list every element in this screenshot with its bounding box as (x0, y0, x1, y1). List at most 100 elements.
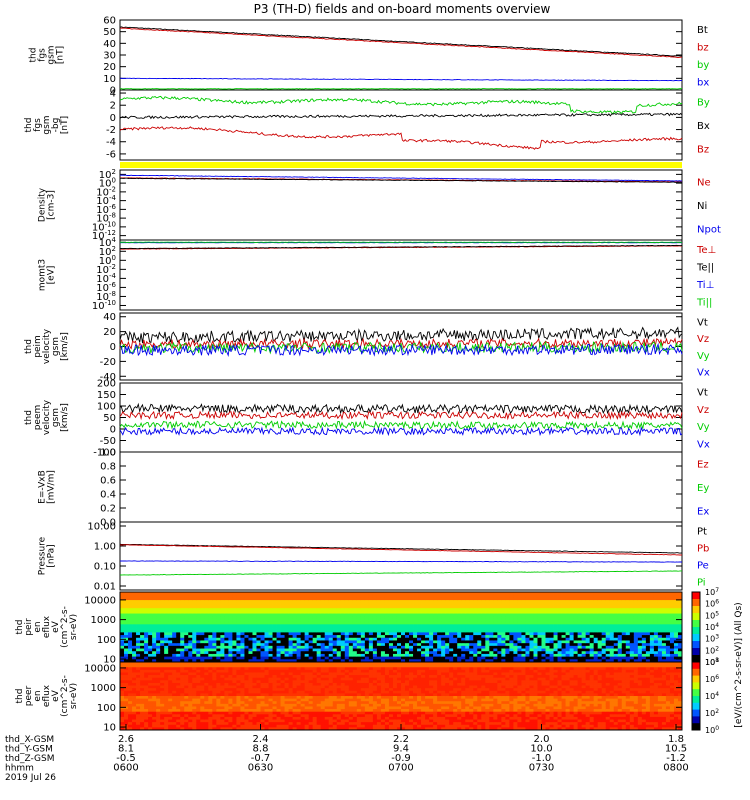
ylabel-line: Pressure (38, 536, 48, 575)
ytick-label: 10 (103, 74, 116, 85)
ylabel-line: gsm (51, 337, 61, 356)
ytick-label: 1.00 (94, 542, 116, 553)
series-line-Pb (120, 544, 683, 556)
xaxis-value: -1.0 (532, 753, 552, 764)
ylabel-line: peim (33, 335, 43, 358)
ytick-label: -50 (100, 436, 116, 447)
legend-label: Vz (697, 334, 709, 345)
ytick-label: 0.6 (100, 476, 116, 487)
xaxis-value: -0.7 (251, 753, 271, 764)
series-line-Vy (119, 340, 683, 355)
xaxis-value: -0.9 (391, 753, 411, 764)
ytick-label: -20 (100, 357, 116, 368)
legend-label: Te|| (696, 262, 714, 273)
legend-label: Pi (697, 578, 706, 589)
ytick-label: -2 (106, 125, 116, 136)
ylabel-line: (cm^2-s- (60, 606, 70, 648)
ylabel-line: eV (51, 620, 61, 633)
series-line-Vy (119, 419, 683, 430)
legend-label: Bt (697, 25, 708, 36)
ytick-label: -4 (106, 137, 116, 148)
colorbar-bottom (691, 661, 701, 731)
colorbar-tick: 104 (705, 622, 719, 632)
series-line-Ni (119, 177, 683, 183)
ytick-label: -6 (106, 149, 116, 160)
xaxis-value: 1.8 (668, 734, 684, 745)
colorbar-tick: 101 (705, 657, 719, 667)
ylabel-line: velocity (42, 328, 52, 364)
ylabel-line: gsm (47, 45, 57, 64)
xaxis-value: 10.0 (530, 744, 552, 755)
colorbar-tick: 103 (705, 634, 719, 644)
ylabel-line: velocity (42, 399, 52, 435)
figure-title: P3 (TH-D) fields and on-board moments ov… (254, 2, 551, 16)
ylabel-line: thd (24, 339, 34, 354)
ylabel-line: fgs (33, 118, 43, 132)
legend-label: by (697, 60, 709, 71)
colorbar-tick: 106 (705, 674, 719, 684)
ylabel-line: en (33, 621, 43, 632)
ylabel-line: [mV/m] (47, 470, 57, 504)
ylabel-line: Density (38, 187, 48, 222)
ytick-label: 50 (103, 413, 116, 424)
legend-label: Pe (697, 561, 709, 572)
xaxis-value: 0630 (248, 763, 273, 774)
xaxis-date: 2019 Jul 26 (5, 773, 56, 783)
colorbar-tick: 102 (705, 645, 719, 655)
ylabel-line: peir (24, 618, 34, 636)
ytick-label: 40 (103, 39, 116, 50)
ytick-label: 0.2 (100, 504, 116, 515)
series-line-bx (119, 77, 682, 82)
panel-frame-2 (119, 89, 683, 161)
ylabel-line: [nT] (60, 116, 70, 134)
series-line-Te⊥ (119, 245, 683, 250)
ylabel-line: thd (24, 410, 34, 425)
legend-label: Ex (697, 506, 709, 517)
ytick-label: 1.0 (100, 448, 116, 459)
panel-frame-7 (119, 451, 683, 523)
ytick-label: 0 (110, 113, 116, 124)
legend-label: Ti⊥ (696, 280, 714, 291)
ytick-label: 0.10 (94, 562, 116, 573)
ytick-label: 100 (97, 402, 116, 413)
xaxis-value: -0.5 (116, 753, 136, 764)
colorbar-tick: 100 (705, 725, 719, 735)
xaxis-row-name: thd_X-GSM (5, 735, 54, 745)
ylabel-line: thd (15, 689, 25, 704)
ytick-label: 150 (97, 390, 116, 401)
ylabel-line: E=-VxB (38, 470, 48, 504)
legend-label: Vy (697, 422, 710, 433)
legend-label: Ni (697, 201, 707, 212)
legend-label: Vt (697, 317, 708, 328)
legend-label: By (697, 98, 710, 109)
colorbar-label: [eV/(cm^2-s-sr-eV)] (All Qs) (734, 602, 744, 727)
series-line-Pi (119, 570, 682, 576)
ylabel-line: eV (51, 689, 61, 702)
ytick-label: 2 (110, 101, 116, 112)
status-bar (120, 162, 682, 168)
ylabel-line: thd (29, 48, 39, 63)
legend-label: Te⊥ (696, 245, 716, 256)
ytick-label: 10000 (84, 663, 116, 674)
xaxis-value: 0600 (113, 763, 138, 774)
xaxis-value: 0700 (388, 763, 413, 774)
ytick-label: 4 (110, 89, 116, 100)
series-line-Vz (119, 410, 683, 421)
xaxis-row-name: thd_Z-GSM (5, 754, 54, 764)
legend-label: Ne (697, 178, 711, 189)
panel-10: 10 100 1000 10000 thd peer en eflux eV (cm^2-s-sr… (15, 661, 683, 734)
ytick-label: 0 (110, 86, 116, 97)
ylabel-line: [nT] (56, 46, 66, 64)
legend-label: Ti|| (696, 297, 712, 308)
series-line-Bz (119, 126, 683, 150)
colorbar-tick: 105 (705, 610, 719, 620)
legend-label: Vx (697, 368, 710, 379)
ylabel-line: fgs (38, 48, 48, 62)
spectrogram-9 (120, 592, 683, 663)
xaxis-value: 0730 (529, 763, 554, 774)
ytick-label: 0 (110, 342, 116, 353)
